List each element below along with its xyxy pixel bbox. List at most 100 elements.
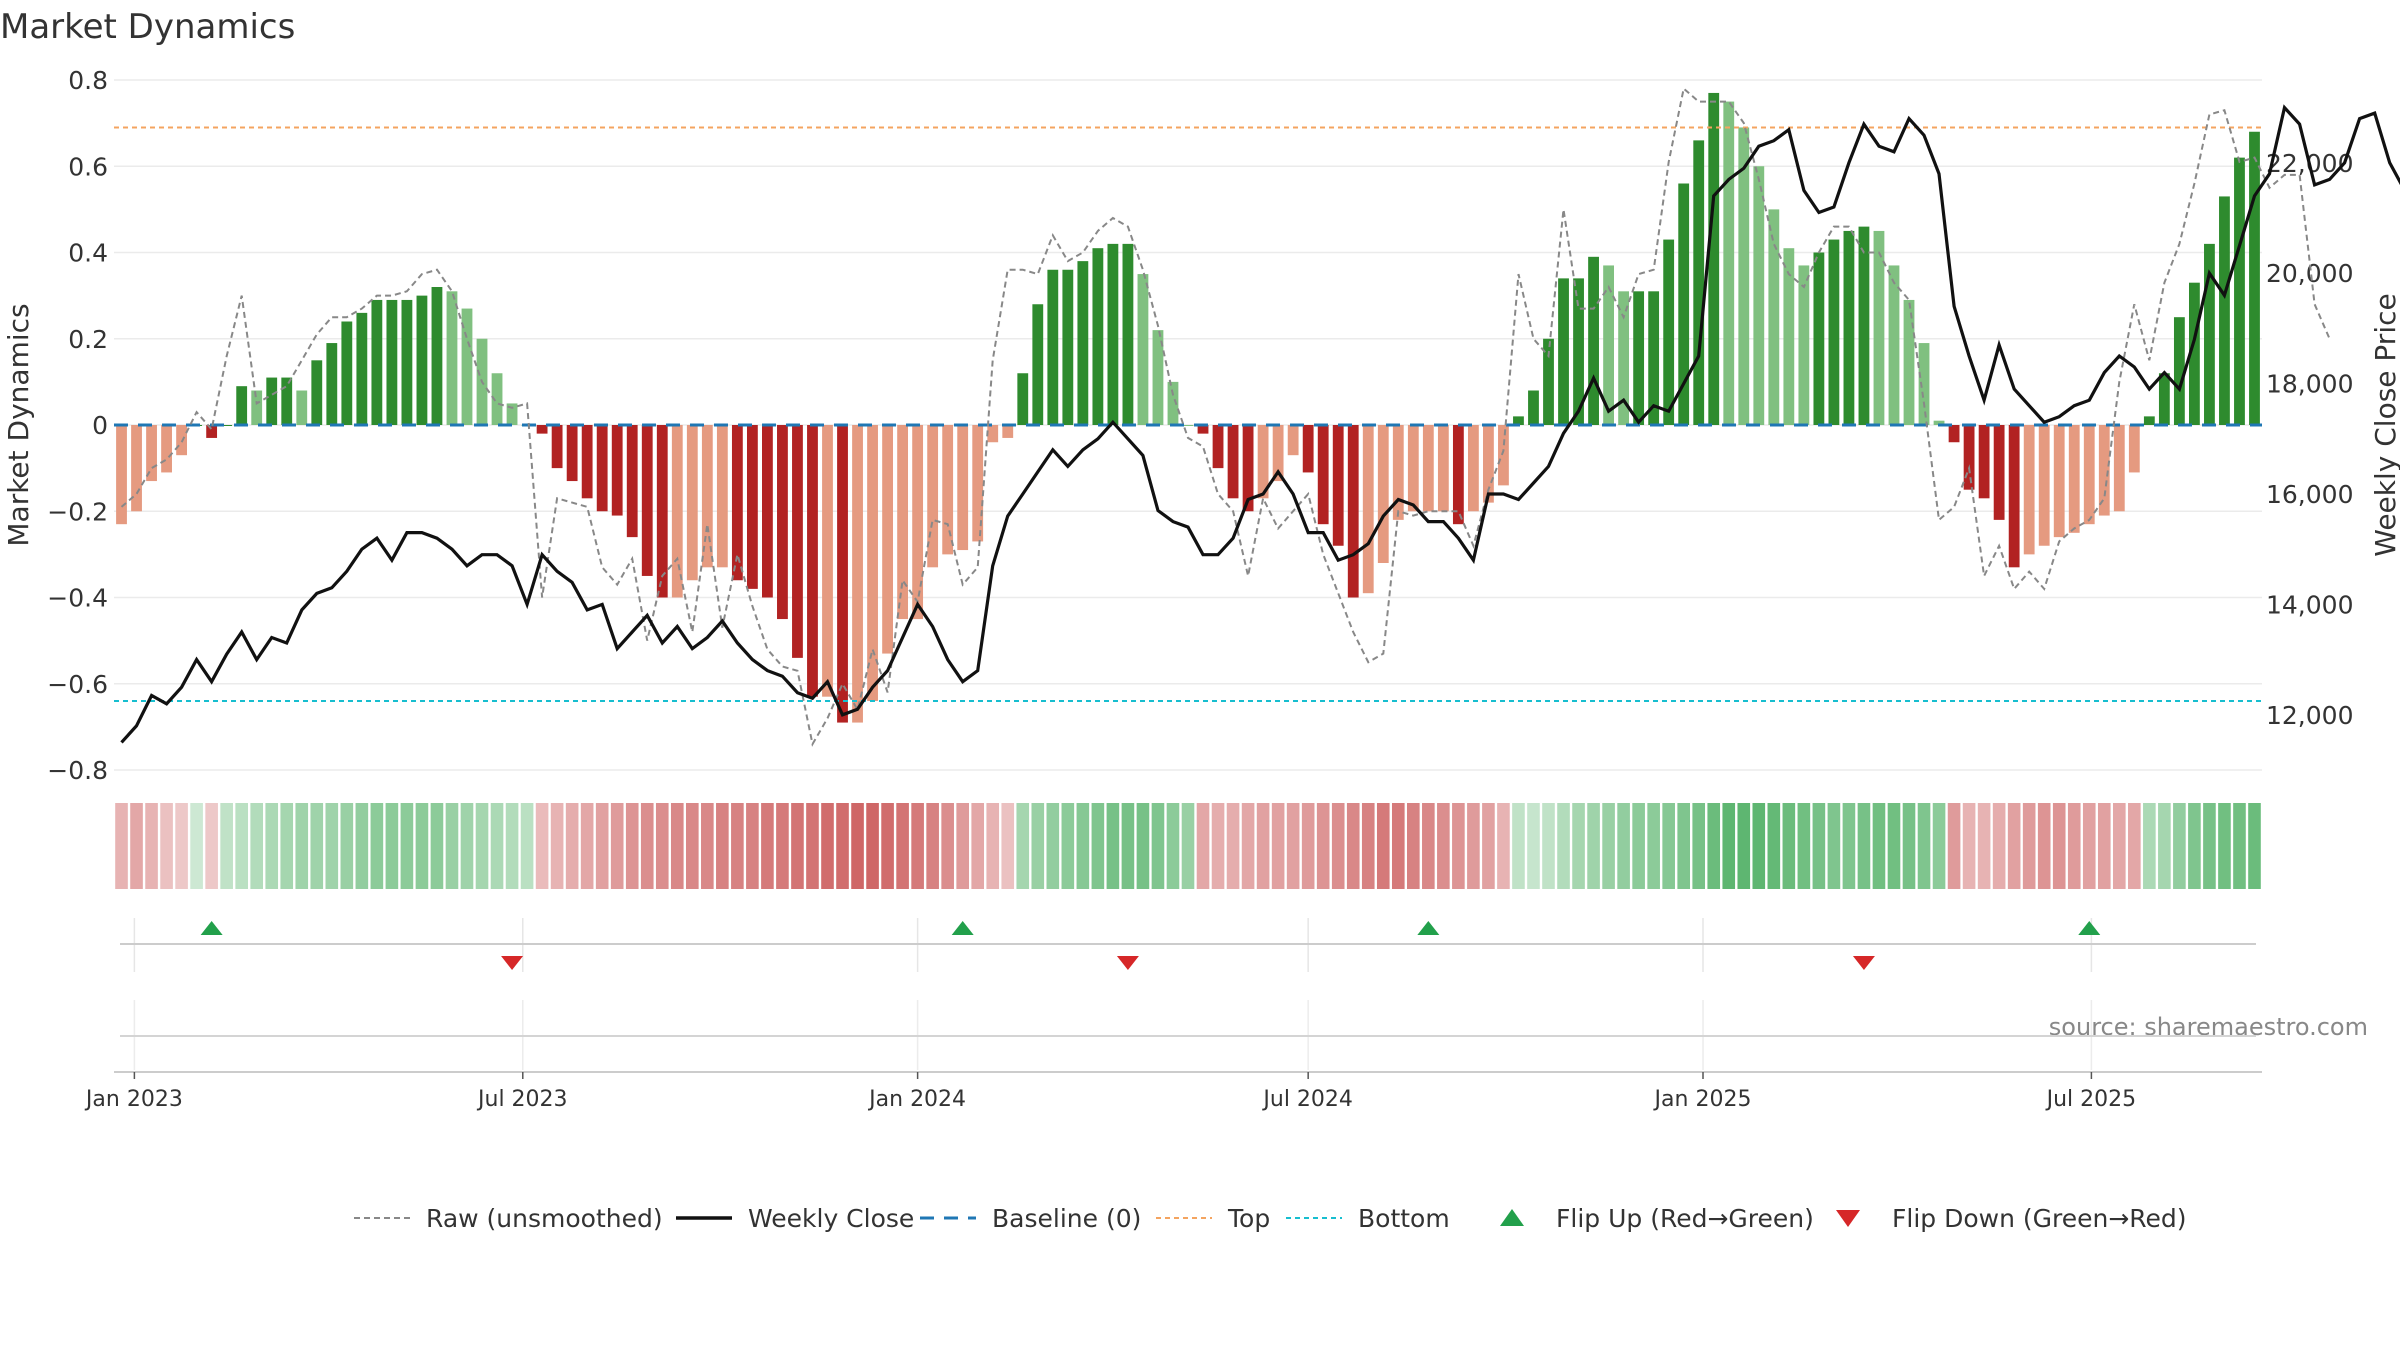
band-cell [295,803,308,889]
dynamics-bar [1092,248,1103,425]
y-tick-label-left: −0.2 [47,497,108,526]
dynamics-bar [2159,373,2170,425]
band-cell [1137,803,1150,889]
strength-band [115,803,2261,889]
dynamics-bar [1768,209,1779,425]
band-cell [866,803,879,889]
band-cell [821,803,834,889]
x-tick-label: Jul 2024 [1261,1087,1353,1112]
legend-item-bottom: Bottom [1286,1204,1450,1233]
band-cell [341,803,354,889]
x-tick-label: Jul 2023 [476,1087,568,1112]
dynamics-bar [1693,140,1704,425]
band-cell [1122,803,1135,889]
band-cell [446,803,459,889]
band-cell [896,803,909,889]
legend-item-flip_down: Flip Down (Green→Red) [1836,1204,2187,1233]
dynamics-bar [1663,240,1674,425]
band-cell [521,803,534,889]
dynamics-bar [1123,244,1134,425]
band-cell [1031,803,1044,889]
band-cell [1407,803,1420,889]
dynamics-bar [942,425,953,554]
dynamics-bar [1438,425,1449,511]
y-tick-label-left: 0.2 [68,325,108,354]
dynamics-bar [1002,425,1013,438]
dynamics-bar [1828,240,1839,425]
band-cell [2008,803,2021,889]
dynamics-bar [1333,425,1344,546]
band-cell [1587,803,1600,889]
band-cell [2098,803,2111,889]
dynamics-bar [1994,425,2005,520]
dynamics-bar [852,425,863,723]
dynamics-bar [326,343,337,425]
band-cell [1888,803,1901,889]
dynamics-bar [447,291,458,425]
band-cell [1152,803,1165,889]
dynamics-bar [582,425,593,498]
band-cell [2158,803,2171,889]
dynamics-bar [1062,270,1073,425]
dynamics-bar [1859,227,1870,425]
flip-up-marker [2078,921,2100,935]
band-cell [2203,803,2216,889]
dynamics-bar [1453,425,1464,524]
main-plot: −0.8−0.6−0.4−0.200.20.40.60.812,00014,00… [47,66,2400,785]
y-tick-label-left: 0.8 [68,66,108,95]
band-cell [1707,803,1720,889]
dynamics-bar [161,425,172,472]
dynamics-bar [2219,196,2230,425]
x-tick-label: Jan 2025 [1653,1087,1752,1112]
dynamics-bar [236,386,247,425]
band-cell [190,803,203,889]
band-cell [1317,803,1330,889]
y-tick-label-right: 16,000 [2266,480,2353,509]
band-cell [671,803,684,889]
y-tick-label-left: 0.4 [68,239,108,268]
band-cell [401,803,414,889]
y-tick-label-left: −0.6 [47,670,108,699]
band-cell [971,803,984,889]
dynamics-bar [912,425,923,619]
band-cell [1632,803,1645,889]
band-cell [1843,803,1856,889]
band-cell [2188,803,2201,889]
y-tick-label-left: 0 [92,411,108,440]
legend-label: Top [1227,1204,1270,1233]
band-cell [1467,803,1480,889]
y-tick-label-left: −0.4 [47,584,108,613]
dynamics-bar [2129,425,2140,472]
band-cell [1813,803,1826,889]
dynamics-bar [837,425,848,723]
legend-label: Flip Down (Green→Red) [1892,1204,2187,1233]
band-cell [791,803,804,889]
band-cell [1662,803,1675,889]
band-cell [1001,803,1014,889]
band-cell [1347,803,1360,889]
dynamics-bar [597,425,608,511]
dynamics-bar [627,425,638,537]
dynamics-bar [2234,158,2245,425]
dynamics-bar [206,425,217,438]
dynamics-bar [1798,265,1809,425]
band-cell [1798,803,1811,889]
band-cell [626,803,639,889]
dynamics-bar [1558,278,1569,425]
y-tick-label-right: 20,000 [2266,259,2353,288]
dynamics-bar [1964,425,1975,490]
dynamics-bar [1213,425,1224,468]
dynamics-bar [537,425,548,434]
dynamics-bar [1889,265,1900,425]
band-cell [1362,803,1375,889]
band-cell [1557,803,1570,889]
dynamics-bar [2249,132,2260,425]
band-cell [716,803,729,889]
dynamics-bar [1288,425,1299,455]
dynamics-bar [957,425,968,550]
dynamics-bar [1183,425,1194,426]
band-cell [986,803,999,889]
band-cell [731,803,744,889]
